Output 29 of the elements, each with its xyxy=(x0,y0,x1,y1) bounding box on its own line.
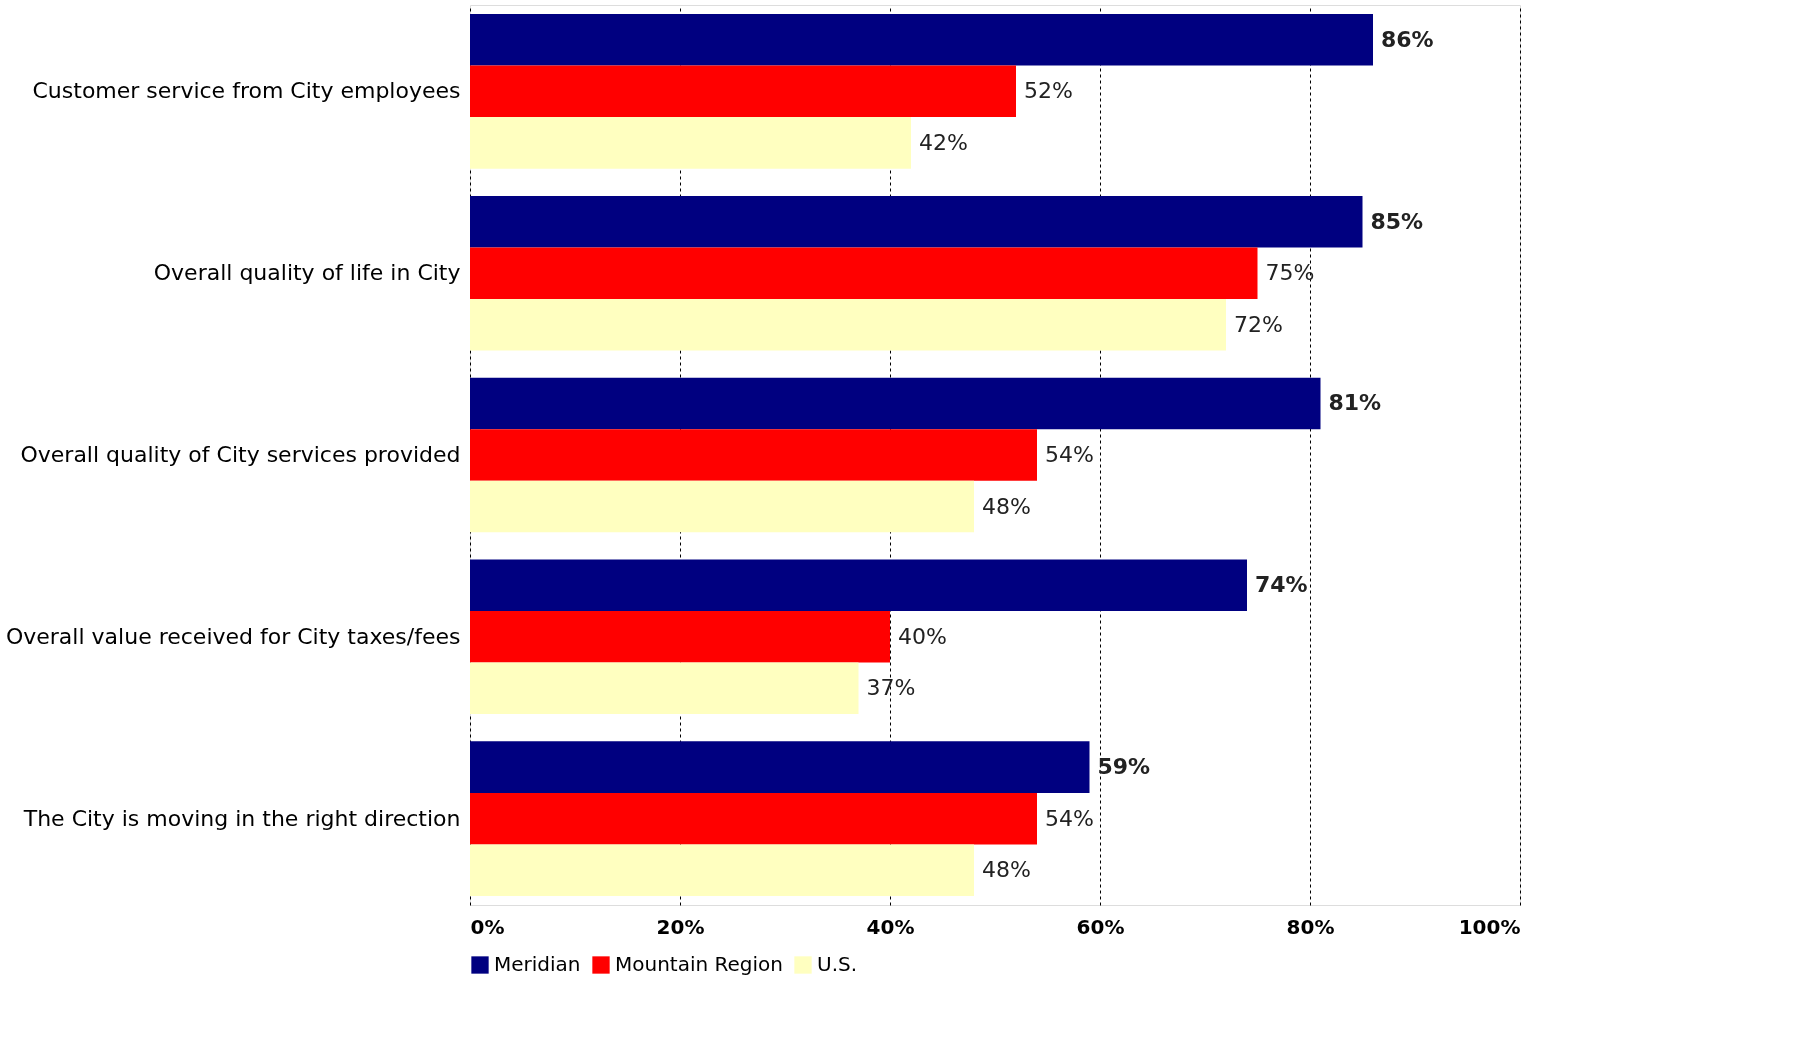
data-label: 42% xyxy=(919,129,968,155)
x-tick-label: 0% xyxy=(470,914,505,939)
legend-label: Meridian xyxy=(494,952,581,976)
legend-label: U.S. xyxy=(817,952,858,976)
data-label: 52% xyxy=(1024,78,1073,104)
data-label: 40% xyxy=(898,623,947,649)
data-label: 81% xyxy=(1328,390,1382,416)
x-tick-label: 20% xyxy=(656,914,705,939)
y-tick-label: Overall quality of life in City xyxy=(153,260,461,286)
data-label: 74% xyxy=(1255,572,1308,598)
data-label: 37% xyxy=(866,675,916,701)
data-label: 59% xyxy=(1097,754,1151,780)
data-label: 48% xyxy=(982,493,1031,519)
y-tick-label: Customer service from City employees xyxy=(32,78,461,104)
y-tick-label: Overall quality of City services provided xyxy=(20,442,461,467)
x-tick-label: 40% xyxy=(866,914,915,939)
data-label: 54% xyxy=(1045,805,1094,831)
data-label: 48% xyxy=(982,857,1031,883)
x-tick-label: 60% xyxy=(1076,914,1125,939)
y-tick-label: Overall value received for City taxes/fees xyxy=(5,623,461,649)
data-label: 72% xyxy=(1234,311,1283,337)
x-tick-label: 100% xyxy=(1458,914,1521,939)
data-label: 85% xyxy=(1370,208,1424,234)
data-label: 54% xyxy=(1045,442,1094,467)
y-tick-label: The City is moving in the right direction xyxy=(22,805,461,831)
x-tick-label: 80% xyxy=(1286,914,1335,939)
legend-label: Mountain Region xyxy=(615,952,783,976)
data-label: 75% xyxy=(1265,260,1315,286)
data-label: 86% xyxy=(1381,26,1434,52)
